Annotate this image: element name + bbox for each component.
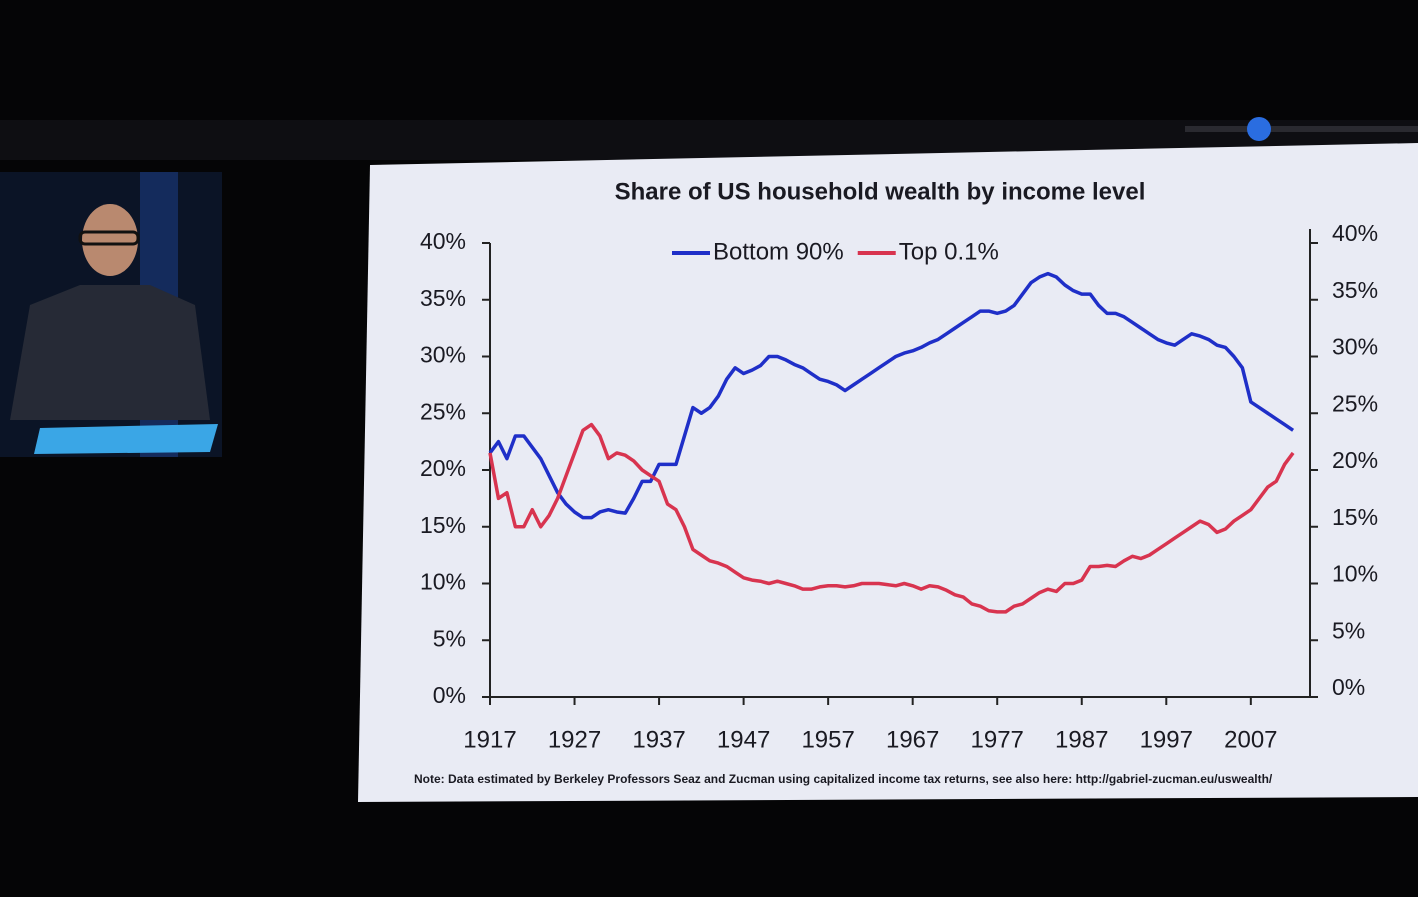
series-line	[488, 271, 1295, 520]
legend-label: Bottom 90%	[713, 238, 844, 265]
y-tick-label: 35%	[420, 285, 466, 311]
x-tick-label: 1967	[886, 726, 939, 753]
speaker-head	[82, 204, 138, 276]
podium	[34, 424, 218, 454]
x-tick-label: 1947	[717, 726, 770, 753]
y-tick-label: 0%	[433, 682, 466, 708]
x-tick-label: 1997	[1140, 726, 1193, 753]
x-tick-label: 1987	[1055, 726, 1108, 753]
y2-tick-label: 40%	[1332, 220, 1378, 246]
y-tick-label: 5%	[433, 625, 466, 651]
x-tick-label: 1977	[971, 726, 1024, 753]
x-tick-label: 1917	[463, 726, 516, 753]
legend-label: Top 0.1%	[899, 238, 999, 265]
speaker-body	[10, 285, 210, 420]
y2-tick-label: 20%	[1332, 447, 1378, 473]
series-line	[488, 422, 1295, 614]
chart-title: Share of US household wealth by income l…	[615, 178, 1146, 205]
y2-tick-label: 30%	[1332, 334, 1378, 360]
slide	[358, 143, 1418, 802]
y2-tick-label: 10%	[1332, 561, 1378, 587]
y-tick-label: 15%	[420, 512, 466, 538]
y2-tick-label: 15%	[1332, 504, 1378, 530]
y2-tick-label: 0%	[1332, 674, 1365, 700]
y-tick-label: 40%	[420, 228, 466, 254]
chart-note: Note: Data estimated by Berkeley Profess…	[414, 772, 1273, 786]
y-tick-label: 30%	[420, 342, 466, 368]
x-tick-label: 1937	[632, 726, 685, 753]
y2-tick-label: 25%	[1332, 390, 1378, 416]
x-tick-label: 1927	[548, 726, 601, 753]
y-tick-label: 25%	[420, 398, 466, 424]
y2-tick-label: 5%	[1332, 617, 1365, 643]
speaker-glasses	[78, 230, 140, 246]
y2-tick-label: 35%	[1332, 277, 1378, 303]
pointer-icon	[1247, 117, 1271, 141]
y-tick-label: 20%	[420, 455, 466, 481]
x-tick-label: 1957	[801, 726, 854, 753]
progress-bar	[1185, 126, 1418, 132]
y-tick-label: 10%	[420, 569, 466, 595]
chart: Share of US household wealth by income l…	[414, 178, 1378, 786]
x-tick-label: 2007	[1224, 726, 1277, 753]
